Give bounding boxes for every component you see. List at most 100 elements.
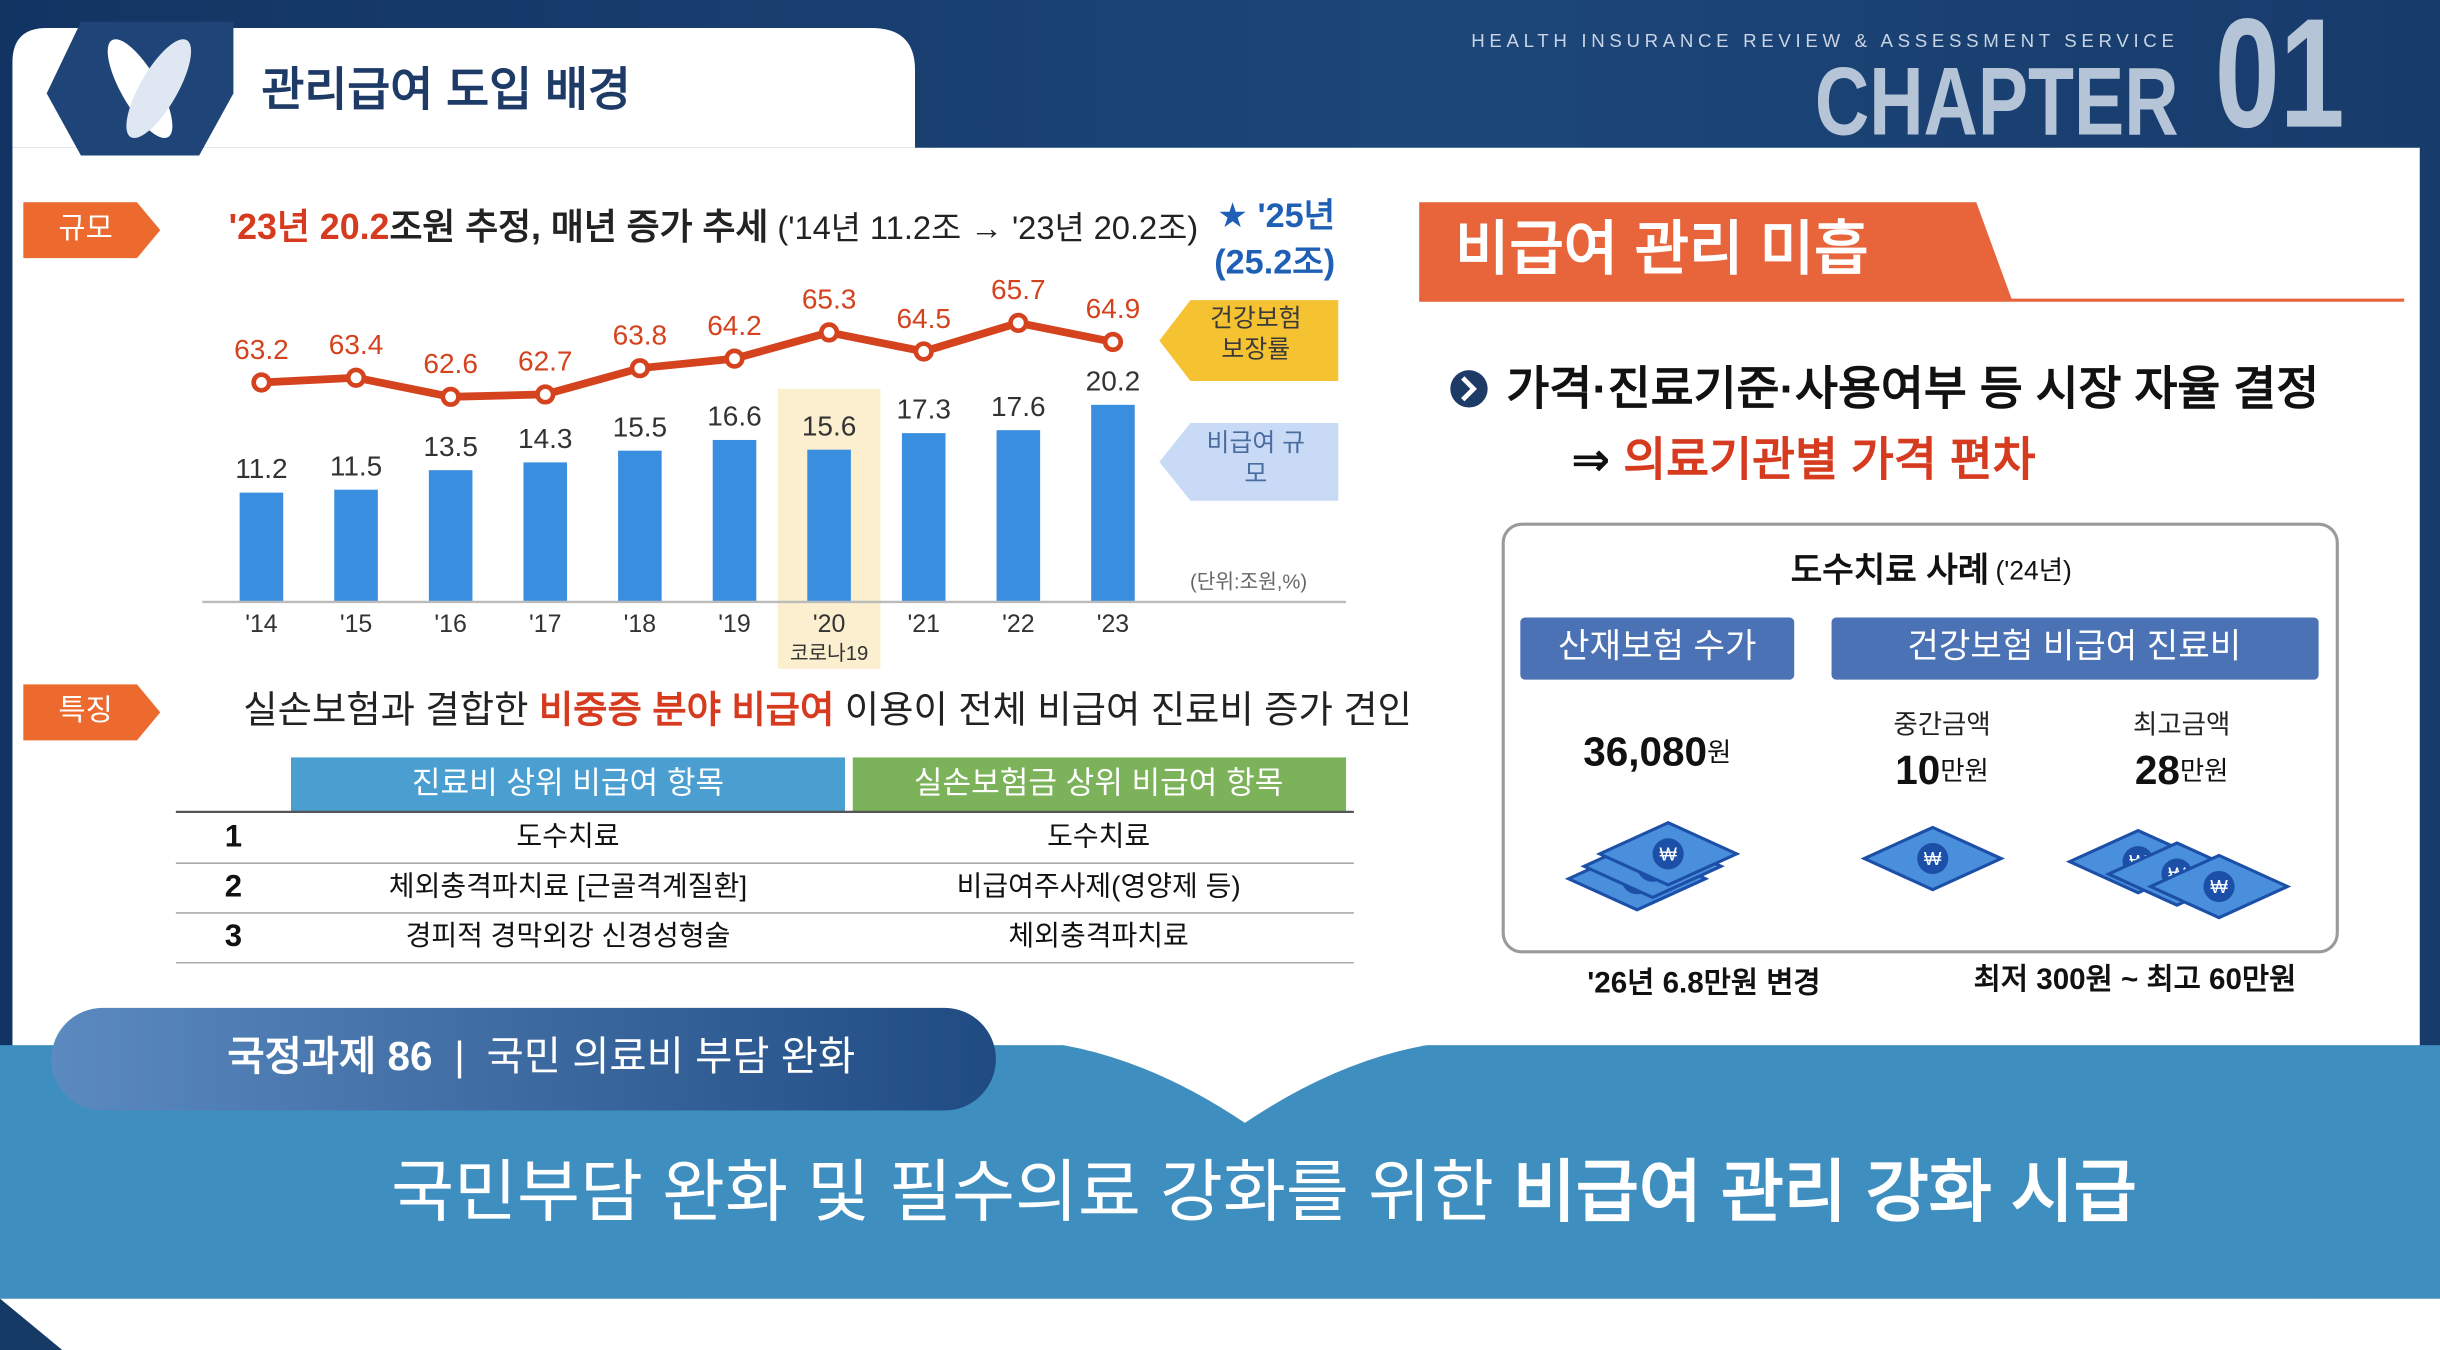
amount: 28만원 [2135, 747, 2229, 793]
case-header-box [1831, 617, 2319, 680]
table-cell: 도수치료 [1047, 821, 1150, 852]
amount-caption: 최고금액 [2133, 709, 2230, 739]
bar-value-label: 15.6 [802, 410, 857, 441]
x-tick-label: '16 [434, 610, 466, 638]
tag [23, 684, 161, 741]
amount-unit: 만원 [2180, 756, 2229, 786]
bar [807, 449, 851, 602]
forecast-value: (25.2조) [1214, 243, 1335, 281]
table-cell: 경피적 경막외강 신경성형술 [406, 920, 731, 951]
amount: 36,080원 [1583, 728, 1731, 774]
table-cell: 비급여주사제(영양제 등) [957, 870, 1241, 901]
line-point [1102, 331, 1124, 353]
title-highlight: '23년 20.2 [229, 208, 390, 248]
x-tick-label: '18 [624, 610, 656, 638]
line-value-label: 63.2 [234, 334, 289, 365]
legend-item: 건강보험 보장률 [1209, 306, 1302, 364]
x-tick-label: '19 [718, 610, 750, 638]
feature-highlight: 비중증 분야 비급여 [539, 688, 835, 730]
line-value-label: 63.8 [613, 319, 668, 350]
title-note: ('14년 11.2조 → '23년 20.2조) [768, 209, 1198, 246]
line-point [1008, 312, 1029, 333]
result-arrow: ⇒ [1571, 434, 1623, 486]
line-point [345, 367, 367, 388]
bar-value-label: 16.6 [707, 401, 762, 432]
case-title: 도수치료 사례 ('24년) [1743, 551, 2100, 589]
bar [428, 470, 473, 602]
footer-corner [0, 1298, 63, 1350]
chart: 코로나19 11.2 11.5 13.5 14.3 15.5 16.6 15.6 17.3 17.… [202, 274, 1347, 669]
case-name: 도수치료 사례 [1791, 551, 1989, 589]
legend-label: 건강보험 보장률 [1209, 306, 1302, 364]
chart-title: '23년 20.2조원 추정, 매년 증가 추세 ('14년 11.2조 → '… [179, 208, 1228, 248]
title-text: 조원 추정, 매년 증가 추세 [389, 208, 768, 248]
line-point [818, 322, 840, 343]
bar-value-label: 11.2 [235, 453, 287, 484]
line-point [724, 348, 745, 369]
bar [901, 433, 946, 602]
task-text: 국정과제 86 | 국민 의료비 부담 완화 [171, 1033, 889, 1079]
bar-value-label: 17.6 [991, 391, 1046, 422]
table-cell: 체외충격파치료 [근골격계질환] [389, 870, 747, 901]
line-point [629, 358, 650, 379]
bar-value-label: 14.3 [518, 423, 573, 454]
chapter: CHAPTER [1815, 48, 2179, 155]
conclusion: 국민부담 완화 및 필수의료 강화를 위한 비급여 관리 강화 시급 [296, 1154, 2194, 1231]
table-row-number: 2 [225, 868, 242, 903]
bar [239, 492, 284, 602]
line-point [913, 341, 934, 362]
task-name: 국민 의료비 부담 완화 [487, 1033, 856, 1079]
bar-value-label: 15.5 [613, 411, 668, 442]
section-title: 비급여 관리 미흡 [1455, 215, 1869, 282]
bar [1091, 404, 1135, 602]
x-tick-label: '22 [1002, 610, 1034, 638]
page-title: 관리급여 도입 배경 [261, 64, 630, 116]
case-header: 건강보험 비급여 진료비 [1907, 628, 2241, 666]
bar-value-label: 11.5 [330, 450, 382, 481]
case-year: ('24년) [1995, 555, 2071, 585]
feature-part: 실손보험과 결합한 [243, 688, 539, 730]
result-text: ⇒ 의료기관별 가격 편차 [1506, 434, 2074, 486]
table-cell: 도수치료 [516, 821, 619, 852]
amount-value: 36,080 [1583, 728, 1707, 774]
section-title-box [1419, 202, 2013, 301]
tag-label: 규모 [58, 212, 112, 245]
line-value-label: 62.6 [423, 348, 478, 379]
line-value-label: 64.2 [707, 310, 762, 341]
table-header-cell [852, 757, 1347, 812]
logo-mark [107, 39, 192, 139]
tag-label: 특징 [58, 694, 112, 727]
line-value-label: 63.4 [329, 329, 384, 360]
table-header: 실손보험금 상위 비급여 항목 [914, 766, 1283, 801]
case-header: 산재보험 수가 [1558, 628, 1756, 666]
amount: 10만원 [1895, 747, 1989, 793]
case-note: 최저 300원 ~ 최고 60만원 [1974, 963, 2297, 996]
amount-value: 10 [1895, 747, 1940, 793]
conclusion-highlight: 비급여 관리 강화 시급 [1513, 1154, 2137, 1231]
line-point [251, 372, 272, 393]
table: 1 도수치료 도수치료 2 체외충격파치료 [근골격계질환] 비급여주사제(영양제 등) 3… [175, 810, 1354, 964]
result-highlight: 의료기관별 가격 편차 [1623, 434, 2035, 486]
bullet-text: 가격·진료기준·사용여부 등 시장 자율 결정 [1506, 362, 2319, 414]
case-header-box [1520, 617, 1795, 680]
task-number: 국정과제 86 [227, 1033, 432, 1079]
table-row-number: 3 [225, 918, 242, 953]
line-point [440, 386, 461, 407]
bar-value-label: 13.5 [423, 431, 478, 462]
forecast-label: ★ '25년 [1217, 197, 1335, 235]
bar [996, 430, 1041, 602]
banner-notch [995, 1038, 1494, 1123]
case-note: '26년 6.8만원 변경 [1587, 966, 1820, 999]
feature-text: 실손보험과 결합한 비중증 분야 비급여 이용이 전체 비급여 진료비 증가 견… [191, 688, 1443, 730]
table-header: 진료비 상위 비급여 항목 [412, 766, 724, 801]
line-value-label: 64.9 [1086, 293, 1141, 324]
legend-box [1159, 423, 1339, 501]
amount-unit: 만원 [1940, 756, 1989, 786]
line-value-label: 65.7 [991, 274, 1046, 305]
tag [23, 202, 161, 259]
bullet-icon [1450, 370, 1488, 408]
x-tick-label: '17 [529, 610, 561, 638]
legend-box [1159, 300, 1339, 382]
